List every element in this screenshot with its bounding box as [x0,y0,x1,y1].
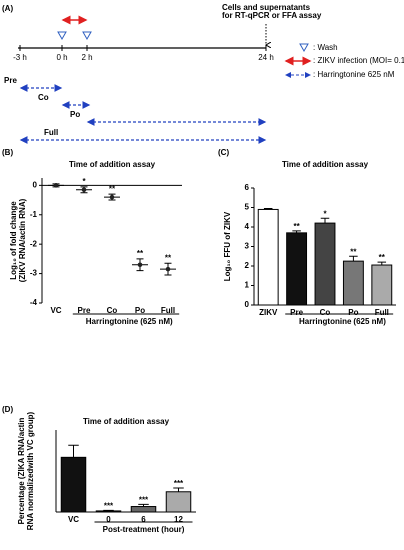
y-tick-label: 1 [245,281,250,290]
legend-label: : Harringtonine 625 nM [313,70,395,79]
treatment-label: Full [44,128,58,137]
x-tick-label: VC [68,515,79,524]
significance: *** [174,479,184,488]
chart-title: Time of addition assay [83,417,170,426]
bar [342,260,364,306]
y-axis-label: Log₁₀ FFU of ZIKV [223,211,232,281]
significance: ** [137,249,144,258]
chart-title: Time of addition assay [282,160,369,169]
y-tick-label: 0 [33,180,38,189]
bar [314,222,336,306]
significance: *** [139,495,149,504]
error-bar [377,261,387,266]
dot [81,187,87,193]
y-tick-label: 2 [245,261,250,270]
timeline-tick-label: -3 h [13,53,27,62]
x-tick-label: 0 [106,515,111,524]
panel-label: (D) [2,405,13,414]
group-unit: (625 nM) [353,317,386,326]
error-bar [263,207,273,210]
y-tick-label: 4 [245,222,250,231]
wash-icon [82,31,92,41]
significance: ** [379,253,386,262]
x-tick-label: Co [107,306,118,315]
error-bar [292,230,301,233]
panel-label: (A) [2,4,13,13]
y-tick-label: -2 [30,239,38,248]
y-tick-label: -1 [30,210,38,219]
significance: ** [165,253,172,262]
x-tick-label: ZIKV [259,308,278,317]
bar [257,208,279,306]
bar [286,232,308,306]
panel-label: (C) [218,148,229,157]
dot [53,183,59,188]
chart-title: Time of addition assay [69,160,156,169]
panel-label: (B) [2,148,13,157]
treatment-label: Co [38,93,49,102]
bar [371,264,393,306]
x-tick-label: Po [348,308,358,317]
group-label: Harringtonine [299,317,352,326]
harvest-note: Cells and supernatants [222,3,311,12]
x-tick-label: VC [50,306,61,315]
y-tick-label: 3 [245,242,250,251]
significance: ** [350,247,357,256]
wash-icon [57,31,67,41]
significance: * [82,177,86,186]
y-axis-label: Log₁₀ of fold change [9,201,18,280]
x-tick-label: Pre [290,308,303,317]
y-tick-label: 0 [245,300,250,309]
significance: * [323,209,327,218]
x-tick-label: Full [161,306,175,315]
timeline-tick-label: 0 h [56,53,67,62]
y-tick-label: 6 [245,183,250,192]
error-bar [103,509,114,511]
x-tick-label: 6 [141,515,146,524]
dot [109,194,115,200]
y-tick-label: 5 [245,203,250,212]
bar [95,510,122,513]
bar [165,491,192,513]
x-tick-label: Pre [78,306,91,315]
treatment-label: Po [70,110,80,119]
harvest-note: for RT-qPCR or FFA assay [222,11,322,20]
x-tick-label: 12 [174,515,183,524]
bar [130,506,157,513]
error-bar [138,503,149,507]
y-tick-label: -4 [30,298,38,307]
legend-label: : Wash [313,43,338,52]
x-tick-label: Full [375,308,389,317]
legend-wash [299,43,309,53]
significance: ** [293,222,300,231]
treatment-label: Pre [4,76,17,85]
bar [60,456,87,513]
group-label: Post-treatment (hour) [103,525,185,534]
error-bar [173,487,184,492]
group-unit: (625 nM) [140,317,173,326]
legend-label: : ZIKV infection (MOI= 0.1) [313,56,404,65]
y-tick-label: -3 [30,269,38,278]
error-bar [320,217,330,224]
error-bar [68,444,79,458]
group-label: Harringtonine [86,317,139,326]
y-axis-label: Percentage (ZIKA RNA/actin [17,417,26,524]
x-tick-label: Co [320,308,331,317]
dot [165,266,171,272]
significance: *** [104,501,114,510]
y-axis-label: (ZIKV RNA/actin RNA) [18,198,27,282]
dot [137,262,143,268]
timeline-tick-label: 2 h [81,53,92,62]
error-bar [349,255,358,262]
significance: ** [109,184,116,193]
y-axis-label: RNA normalizedwith VC group) [26,411,35,530]
timeline-tick-label: 24 h [258,53,274,62]
x-tick-label: Po [135,306,145,315]
